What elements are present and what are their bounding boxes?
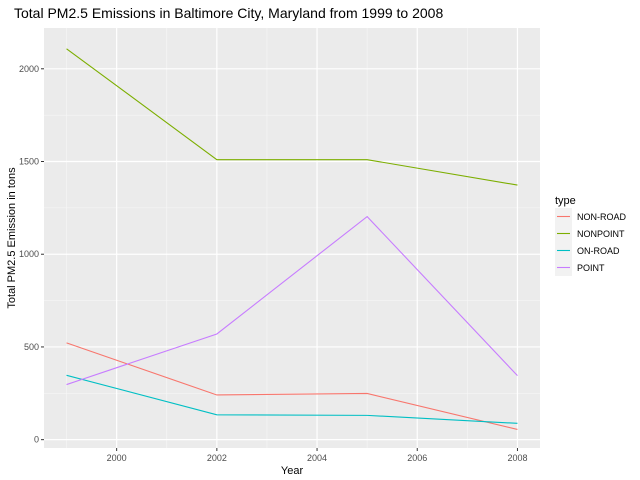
legend-label: NONPOINT [577, 229, 625, 239]
y-axis-title: Total PM2.5 Emission in tons [6, 167, 18, 309]
series-line-nonpoint [66, 48, 518, 186]
x-axis: 2000 2002 2004 2006 2008 [107, 448, 527, 463]
y-tick-label: 1500 [19, 157, 39, 167]
y-tick-label: 1000 [19, 249, 39, 259]
legend-label: ON-ROAD [577, 246, 620, 256]
legend-title: type [555, 195, 576, 207]
series-line-non-road [66, 342, 518, 430]
chart-title: Total PM2.5 Emissions in Baltimore City,… [14, 5, 443, 21]
y-tick-label: 2000 [19, 64, 39, 74]
series-line-on-road [66, 374, 518, 424]
y-axis: 0 500 1000 1500 2000 [19, 64, 44, 445]
x-tick-label: 2002 [207, 453, 227, 463]
legend: type NON-ROAD NONPOINT ON-ROAD POINT [555, 195, 626, 276]
x-tick-label: 2008 [507, 453, 527, 463]
legend-label: POINT [577, 263, 605, 273]
x-tick-label: 2000 [107, 453, 127, 463]
series-line-point [66, 215, 518, 386]
y-tick-label: 0 [34, 435, 39, 445]
legend-label: NON-ROAD [577, 212, 626, 222]
plot-panel [44, 28, 540, 448]
series-lines [66, 48, 518, 430]
x-axis-title: Year [281, 465, 304, 477]
y-tick-label: 500 [24, 342, 39, 352]
x-tick-label: 2006 [407, 453, 427, 463]
x-tick-label: 2004 [307, 453, 327, 463]
gridlines [44, 28, 540, 448]
